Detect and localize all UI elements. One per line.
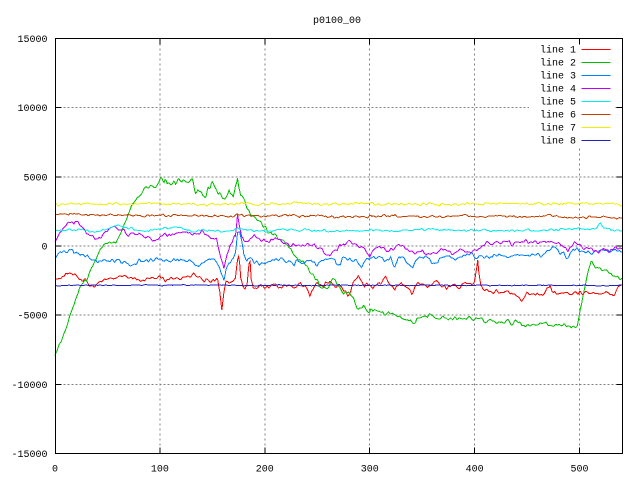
svg-text:15000: 15000 xyxy=(17,35,47,46)
svg-text:-5000: -5000 xyxy=(17,312,47,323)
svg-text:line 8: line 8 xyxy=(540,136,576,148)
svg-text:p0100_00: p0100_00 xyxy=(313,16,361,27)
svg-text:-15000: -15000 xyxy=(11,450,47,461)
svg-text:200: 200 xyxy=(256,465,274,476)
svg-text:line 5: line 5 xyxy=(540,97,576,109)
svg-text:500: 500 xyxy=(570,465,588,476)
svg-text:line 2: line 2 xyxy=(540,58,576,70)
svg-text:0: 0 xyxy=(41,243,47,254)
svg-text:line 6: line 6 xyxy=(540,110,576,122)
svg-text:400: 400 xyxy=(466,465,484,476)
svg-text:5000: 5000 xyxy=(23,173,47,184)
svg-text:line 1: line 1 xyxy=(540,45,576,57)
svg-text:line 3: line 3 xyxy=(540,71,576,83)
svg-text:line 7: line 7 xyxy=(540,123,576,135)
svg-text:line 4: line 4 xyxy=(540,84,576,96)
svg-text:100: 100 xyxy=(151,465,169,476)
svg-text:300: 300 xyxy=(361,465,379,476)
svg-text:0: 0 xyxy=(52,465,58,476)
svg-text:10000: 10000 xyxy=(17,104,47,115)
svg-text:-10000: -10000 xyxy=(11,381,47,392)
